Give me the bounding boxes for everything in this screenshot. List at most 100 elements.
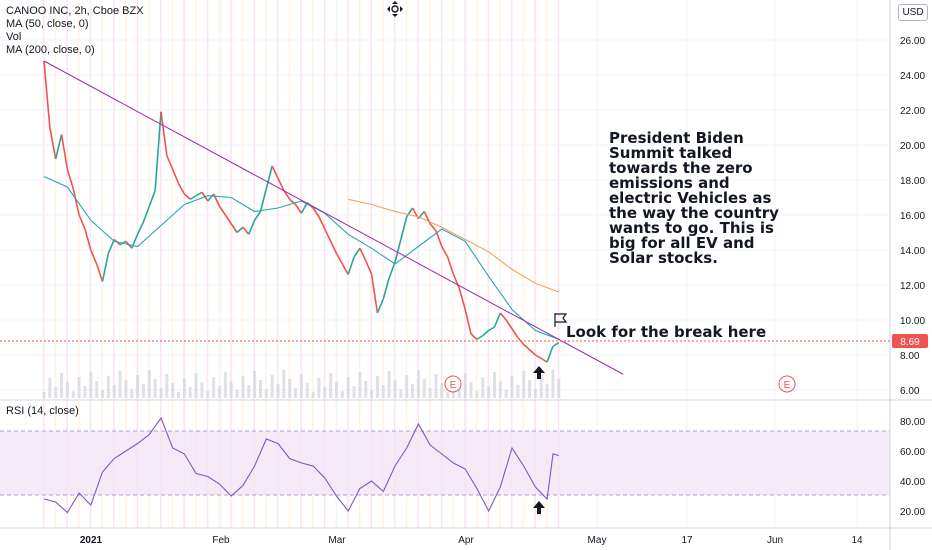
session-band <box>206 0 209 528</box>
last-price-label: 8.69 <box>900 337 920 348</box>
volume-bar <box>551 370 555 398</box>
move-icon[interactable] <box>387 1 403 17</box>
rsi-tick-label: 40.00 <box>900 477 925 488</box>
volume-bar <box>270 375 274 398</box>
price-segment <box>429 223 437 232</box>
session-band <box>43 0 45 528</box>
volume-bar <box>212 377 216 398</box>
volume-bar <box>276 384 280 398</box>
price-segment <box>341 263 349 275</box>
volume-bar <box>95 381 99 398</box>
legend-symbol: CANOO INC, 2h, Cboe BZX <box>6 5 144 17</box>
session-band <box>101 0 103 528</box>
price-segment <box>101 253 110 282</box>
volume-bar <box>387 371 391 398</box>
price-segment <box>312 207 320 218</box>
volume-bar <box>42 392 46 398</box>
rsi-tick-label: 20.00 <box>900 507 925 518</box>
price-segment <box>148 190 156 207</box>
volume-bar <box>112 385 116 398</box>
earnings-marker-2[interactable]: E <box>778 375 796 393</box>
volume-bar <box>370 390 374 398</box>
trendline <box>43 60 624 375</box>
volume-bar <box>282 370 286 398</box>
price-segment <box>388 261 396 279</box>
volume-bar <box>83 386 87 398</box>
volume-bar <box>393 380 397 398</box>
currency-button[interactable]: USD <box>898 4 928 21</box>
price-segment <box>458 288 466 310</box>
volume-bar <box>65 382 69 398</box>
price-segment <box>482 329 490 337</box>
volume-bar <box>101 390 104 398</box>
price-segment <box>160 111 168 156</box>
time-tick-label: 2021 <box>80 535 103 546</box>
price-tick-label: 12.00 <box>900 281 925 292</box>
price-segment <box>171 169 180 184</box>
price-segment <box>78 214 86 230</box>
session-band <box>440 0 443 528</box>
session-band <box>195 0 197 528</box>
session-band <box>312 0 314 528</box>
price-segment <box>505 319 513 330</box>
price-segment <box>529 349 536 356</box>
price-segment <box>189 195 197 200</box>
flag-icon <box>554 313 568 327</box>
volume-bar <box>317 378 321 398</box>
volume-bar <box>504 390 508 398</box>
price-segment <box>394 239 402 263</box>
price-segment <box>107 239 115 254</box>
price-segment <box>488 326 495 332</box>
price-segment <box>335 253 344 265</box>
volume-bar <box>136 375 140 398</box>
rsi-tick-label: 80.00 <box>900 417 925 428</box>
volume-bar <box>487 386 491 398</box>
volume-bar <box>440 383 444 398</box>
time-axis: 2021 Feb Mar Apr May 17 Jun 14 <box>80 535 863 546</box>
price-segment <box>230 223 238 233</box>
price-tick-label: 16.00 <box>900 211 925 222</box>
up-arrow-icon <box>533 366 545 379</box>
volume-bar <box>346 377 350 398</box>
session-band <box>124 0 127 528</box>
price-segment <box>265 165 273 189</box>
volume-bar <box>54 387 58 398</box>
time-tick-label: Mar <box>328 535 346 546</box>
svg-text:E: E <box>450 380 457 391</box>
volume-bar <box>60 373 64 398</box>
session-band <box>241 0 244 528</box>
note-line: wants to go. This is <box>609 219 774 237</box>
price-segment <box>259 188 268 212</box>
session-band <box>218 0 220 528</box>
price-segment <box>406 207 414 218</box>
legend-rsi: RSI (14, close) <box>6 405 79 417</box>
price-segment <box>493 312 502 328</box>
price-segment <box>365 260 373 275</box>
price-tick-label: 18.00 <box>900 176 925 187</box>
note-line: President Biden <box>609 129 744 147</box>
session-band <box>452 0 454 528</box>
volume-bar <box>399 389 403 398</box>
session-band <box>511 0 513 528</box>
session-band <box>347 0 349 528</box>
volume-bar <box>463 373 467 398</box>
session-band <box>230 0 232 528</box>
volume-bar <box>247 385 251 398</box>
earnings-marker-1[interactable]: E <box>444 375 462 393</box>
volume-bar <box>89 372 93 398</box>
volume-bar <box>557 379 561 398</box>
volume-bar <box>381 385 385 398</box>
time-tick-label: Feb <box>212 535 230 546</box>
volume-bar <box>352 386 356 398</box>
volume-bar <box>229 381 233 398</box>
note-line: Solar stocks. <box>609 249 718 267</box>
session-band <box>358 0 361 528</box>
price-segment <box>289 198 297 206</box>
rsi-line <box>43 416 559 514</box>
session-band <box>487 0 490 528</box>
price-segment <box>347 256 355 275</box>
volume-bar <box>481 377 485 398</box>
ma50-line <box>43 175 559 340</box>
legend-ma50: MA (50, close, 0) <box>6 18 89 30</box>
